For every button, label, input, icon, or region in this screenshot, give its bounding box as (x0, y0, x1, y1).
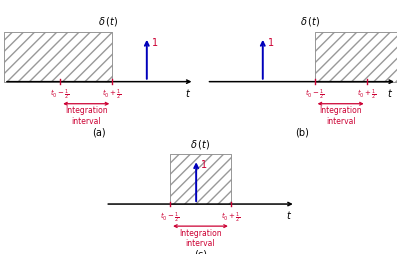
Text: (a): (a) (92, 127, 106, 137)
Bar (315, 33, 397, 82)
Text: (c): (c) (194, 249, 207, 254)
Text: $t_0+\frac{1}{2}$: $t_0+\frac{1}{2}$ (221, 210, 241, 224)
Text: 1: 1 (201, 160, 207, 170)
Text: $t$: $t$ (286, 208, 292, 220)
Bar (4, 33, 112, 82)
Text: $t_0-\frac{1}{2}$: $t_0-\frac{1}{2}$ (305, 88, 324, 102)
Text: 1: 1 (268, 38, 274, 48)
Text: (b): (b) (295, 127, 309, 137)
Text: $\delta\,(t)$: $\delta\,(t)$ (190, 137, 211, 150)
Bar (4, 33, 112, 82)
Text: 1: 1 (152, 38, 158, 48)
Text: $t_0+\frac{1}{2}$: $t_0+\frac{1}{2}$ (102, 88, 122, 102)
Text: $\delta\,(t)$: $\delta\,(t)$ (301, 15, 320, 28)
Text: $t_0-\frac{1}{2}$: $t_0-\frac{1}{2}$ (160, 210, 180, 224)
Text: $t$: $t$ (185, 86, 191, 98)
Bar (170, 155, 231, 204)
Text: $t_0-\frac{1}{2}$: $t_0-\frac{1}{2}$ (50, 88, 70, 102)
Text: Integration
interval: Integration interval (179, 228, 222, 247)
Bar (315, 33, 397, 82)
Text: $t$: $t$ (387, 86, 393, 98)
Text: Integration
interval: Integration interval (65, 106, 108, 125)
Text: $\delta\,(t)$: $\delta\,(t)$ (98, 15, 118, 28)
Bar (170, 155, 231, 204)
Text: $t_0+\frac{1}{2}$: $t_0+\frac{1}{2}$ (357, 88, 377, 102)
Text: Integration
interval: Integration interval (320, 106, 362, 125)
